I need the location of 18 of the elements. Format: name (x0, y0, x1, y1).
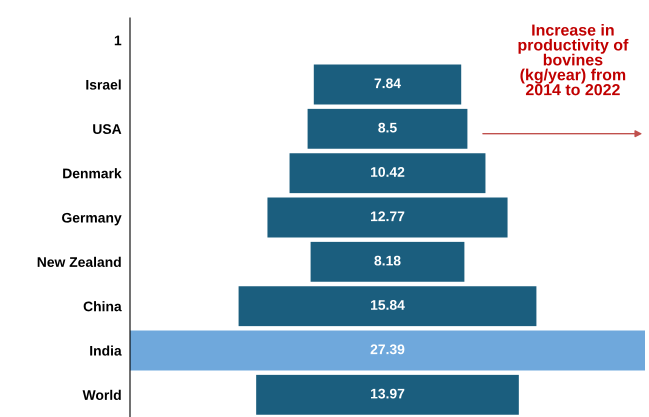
category-label: Germany (62, 212, 122, 226)
category-label: World (82, 390, 121, 400)
category-label: Denmark (63, 168, 122, 178)
data-label: 7.84 (374, 78, 401, 88)
data-label: 8.18 (374, 256, 401, 266)
data-label: 8.5 (378, 122, 397, 133)
data-label: 12.77 (371, 211, 404, 222)
data-label: 27.39 (370, 344, 404, 354)
data-label: 10.42 (371, 167, 404, 177)
data-label: 13.97 (371, 388, 404, 399)
text: Increase in productivity of bovines (kg/year) from 2014 to 2022 (518, 24, 628, 96)
category-label: Israel (86, 79, 121, 90)
category-label: USA (93, 124, 122, 134)
category-label: China (84, 301, 122, 312)
category-label: New Zealand (38, 256, 121, 268)
category-label: India (90, 345, 122, 356)
category-label: 1 (114, 36, 122, 46)
data-label: 15.84 (371, 300, 405, 310)
